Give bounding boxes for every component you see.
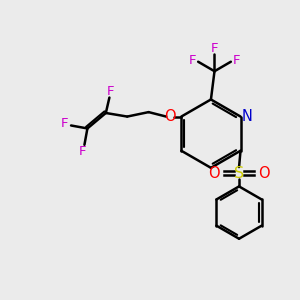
- Text: O: O: [164, 109, 176, 124]
- Text: F: F: [107, 85, 115, 98]
- Text: F: F: [233, 54, 241, 67]
- Text: S: S: [234, 166, 244, 181]
- Text: F: F: [211, 42, 218, 55]
- Text: N: N: [242, 109, 253, 124]
- Text: F: F: [79, 145, 87, 158]
- Text: O: O: [258, 166, 270, 181]
- Text: F: F: [61, 118, 68, 130]
- Text: O: O: [208, 166, 220, 181]
- Text: F: F: [188, 54, 196, 67]
